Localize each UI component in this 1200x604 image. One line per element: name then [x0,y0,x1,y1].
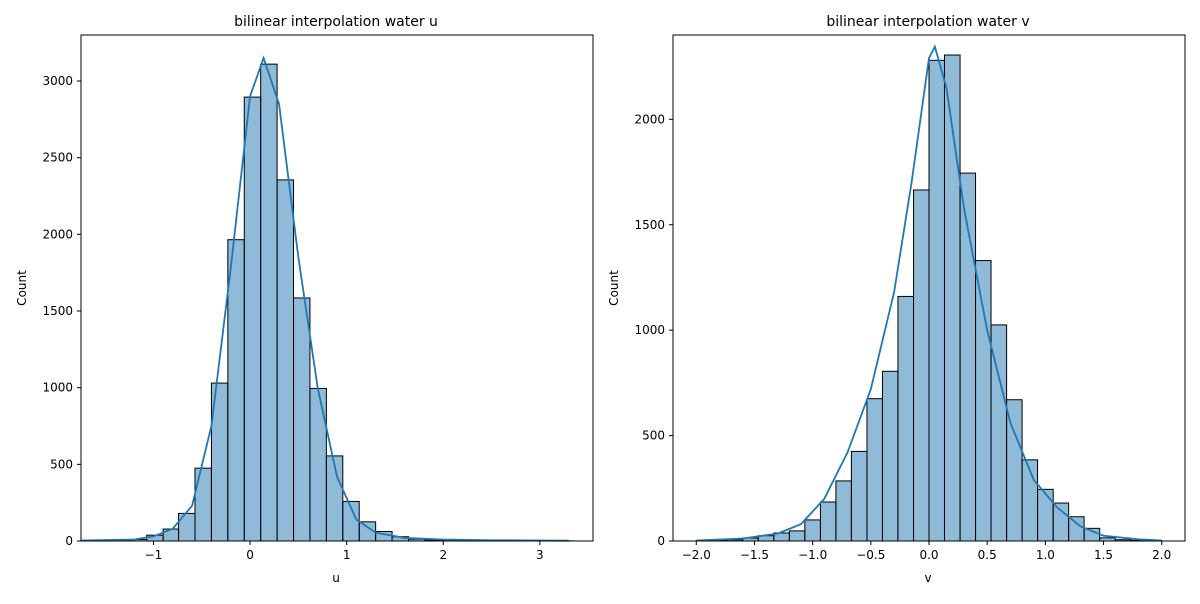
histogram-bar [914,190,929,541]
histogram-bar [1038,489,1054,541]
y-tick-label: 1500 [634,218,665,232]
histogram-bar [277,180,293,541]
chart-title-v: bilinear interpolation water v [826,14,1029,30]
y-tick-label: 500 [50,457,73,471]
histogram-bar [898,296,914,541]
y-tick-label: 2500 [42,151,73,165]
x-tick-label: −1.0 [798,548,827,562]
chart-title-u: bilinear interpolation water u [234,14,438,30]
x-tick-label: 0 [246,548,254,562]
y-tick-label: 500 [642,429,665,443]
histogram-bar [805,520,821,541]
x-tick-label: −1.5 [740,548,769,562]
histogram-bar [851,451,867,541]
histogram-bar [244,97,260,541]
y-tick-label: 1000 [42,381,73,395]
x-tick-label: 2.0 [1152,548,1171,562]
histogram-bar [867,399,882,541]
x-tick-label: −2.0 [682,548,711,562]
x-tick-label: 2 [439,548,447,562]
x-axis-label-u: u [332,571,340,585]
bars-v [696,55,1161,541]
x-tick-label: 1.5 [1094,548,1113,562]
histogram-bar [836,481,851,541]
histogram-bar [789,531,804,541]
chart-panel-v: bilinear interpolation water v v Count −… [607,14,1185,585]
histogram-bar [1007,400,1022,541]
histogram-bar [195,468,211,541]
y-tick-label: 2000 [634,112,665,126]
x-axis-label-v: v [924,571,931,585]
x-tick-label: 3 [536,548,544,562]
x-tick-label: −1 [145,548,163,562]
x-tick-label: −0.5 [856,548,885,562]
y-axis-label-u: Count [15,270,29,306]
x-tick-label: 0.0 [919,548,938,562]
histogram-bar [1053,503,1068,541]
histogram-bar [294,298,310,541]
x-tick-label: 1.0 [1036,548,1055,562]
y-tick-label: 0 [657,534,665,548]
y-tick-label: 3000 [42,74,73,88]
histogram-bar [976,261,991,541]
histogram-bar [929,60,944,541]
histogram-bar [228,240,244,541]
x-tick-label: 1 [343,548,351,562]
bars-u [81,64,573,541]
y-tick-label: 2000 [42,227,73,241]
histogram-bar [820,502,835,541]
chart-panel-u: bilinear interpolation water u u Count −… [15,14,593,585]
histogram-bar [310,388,326,541]
y-tick-label: 1500 [42,304,73,318]
y-tick-label: 0 [65,534,73,548]
histogram-bar [882,371,897,541]
histogram-bar [1069,517,1084,541]
y-axis-label-v: Count [607,270,621,306]
histogram-bar [261,64,277,541]
y-tick-label: 1000 [634,323,665,337]
x-tick-label: 0.5 [978,548,997,562]
